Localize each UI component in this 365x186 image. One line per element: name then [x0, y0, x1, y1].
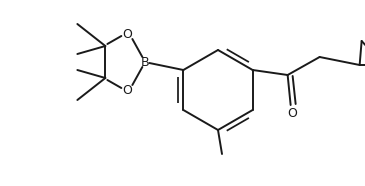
Text: O: O	[288, 107, 297, 119]
Text: B: B	[141, 55, 150, 68]
Text: O: O	[122, 28, 132, 41]
Text: O: O	[122, 84, 132, 97]
